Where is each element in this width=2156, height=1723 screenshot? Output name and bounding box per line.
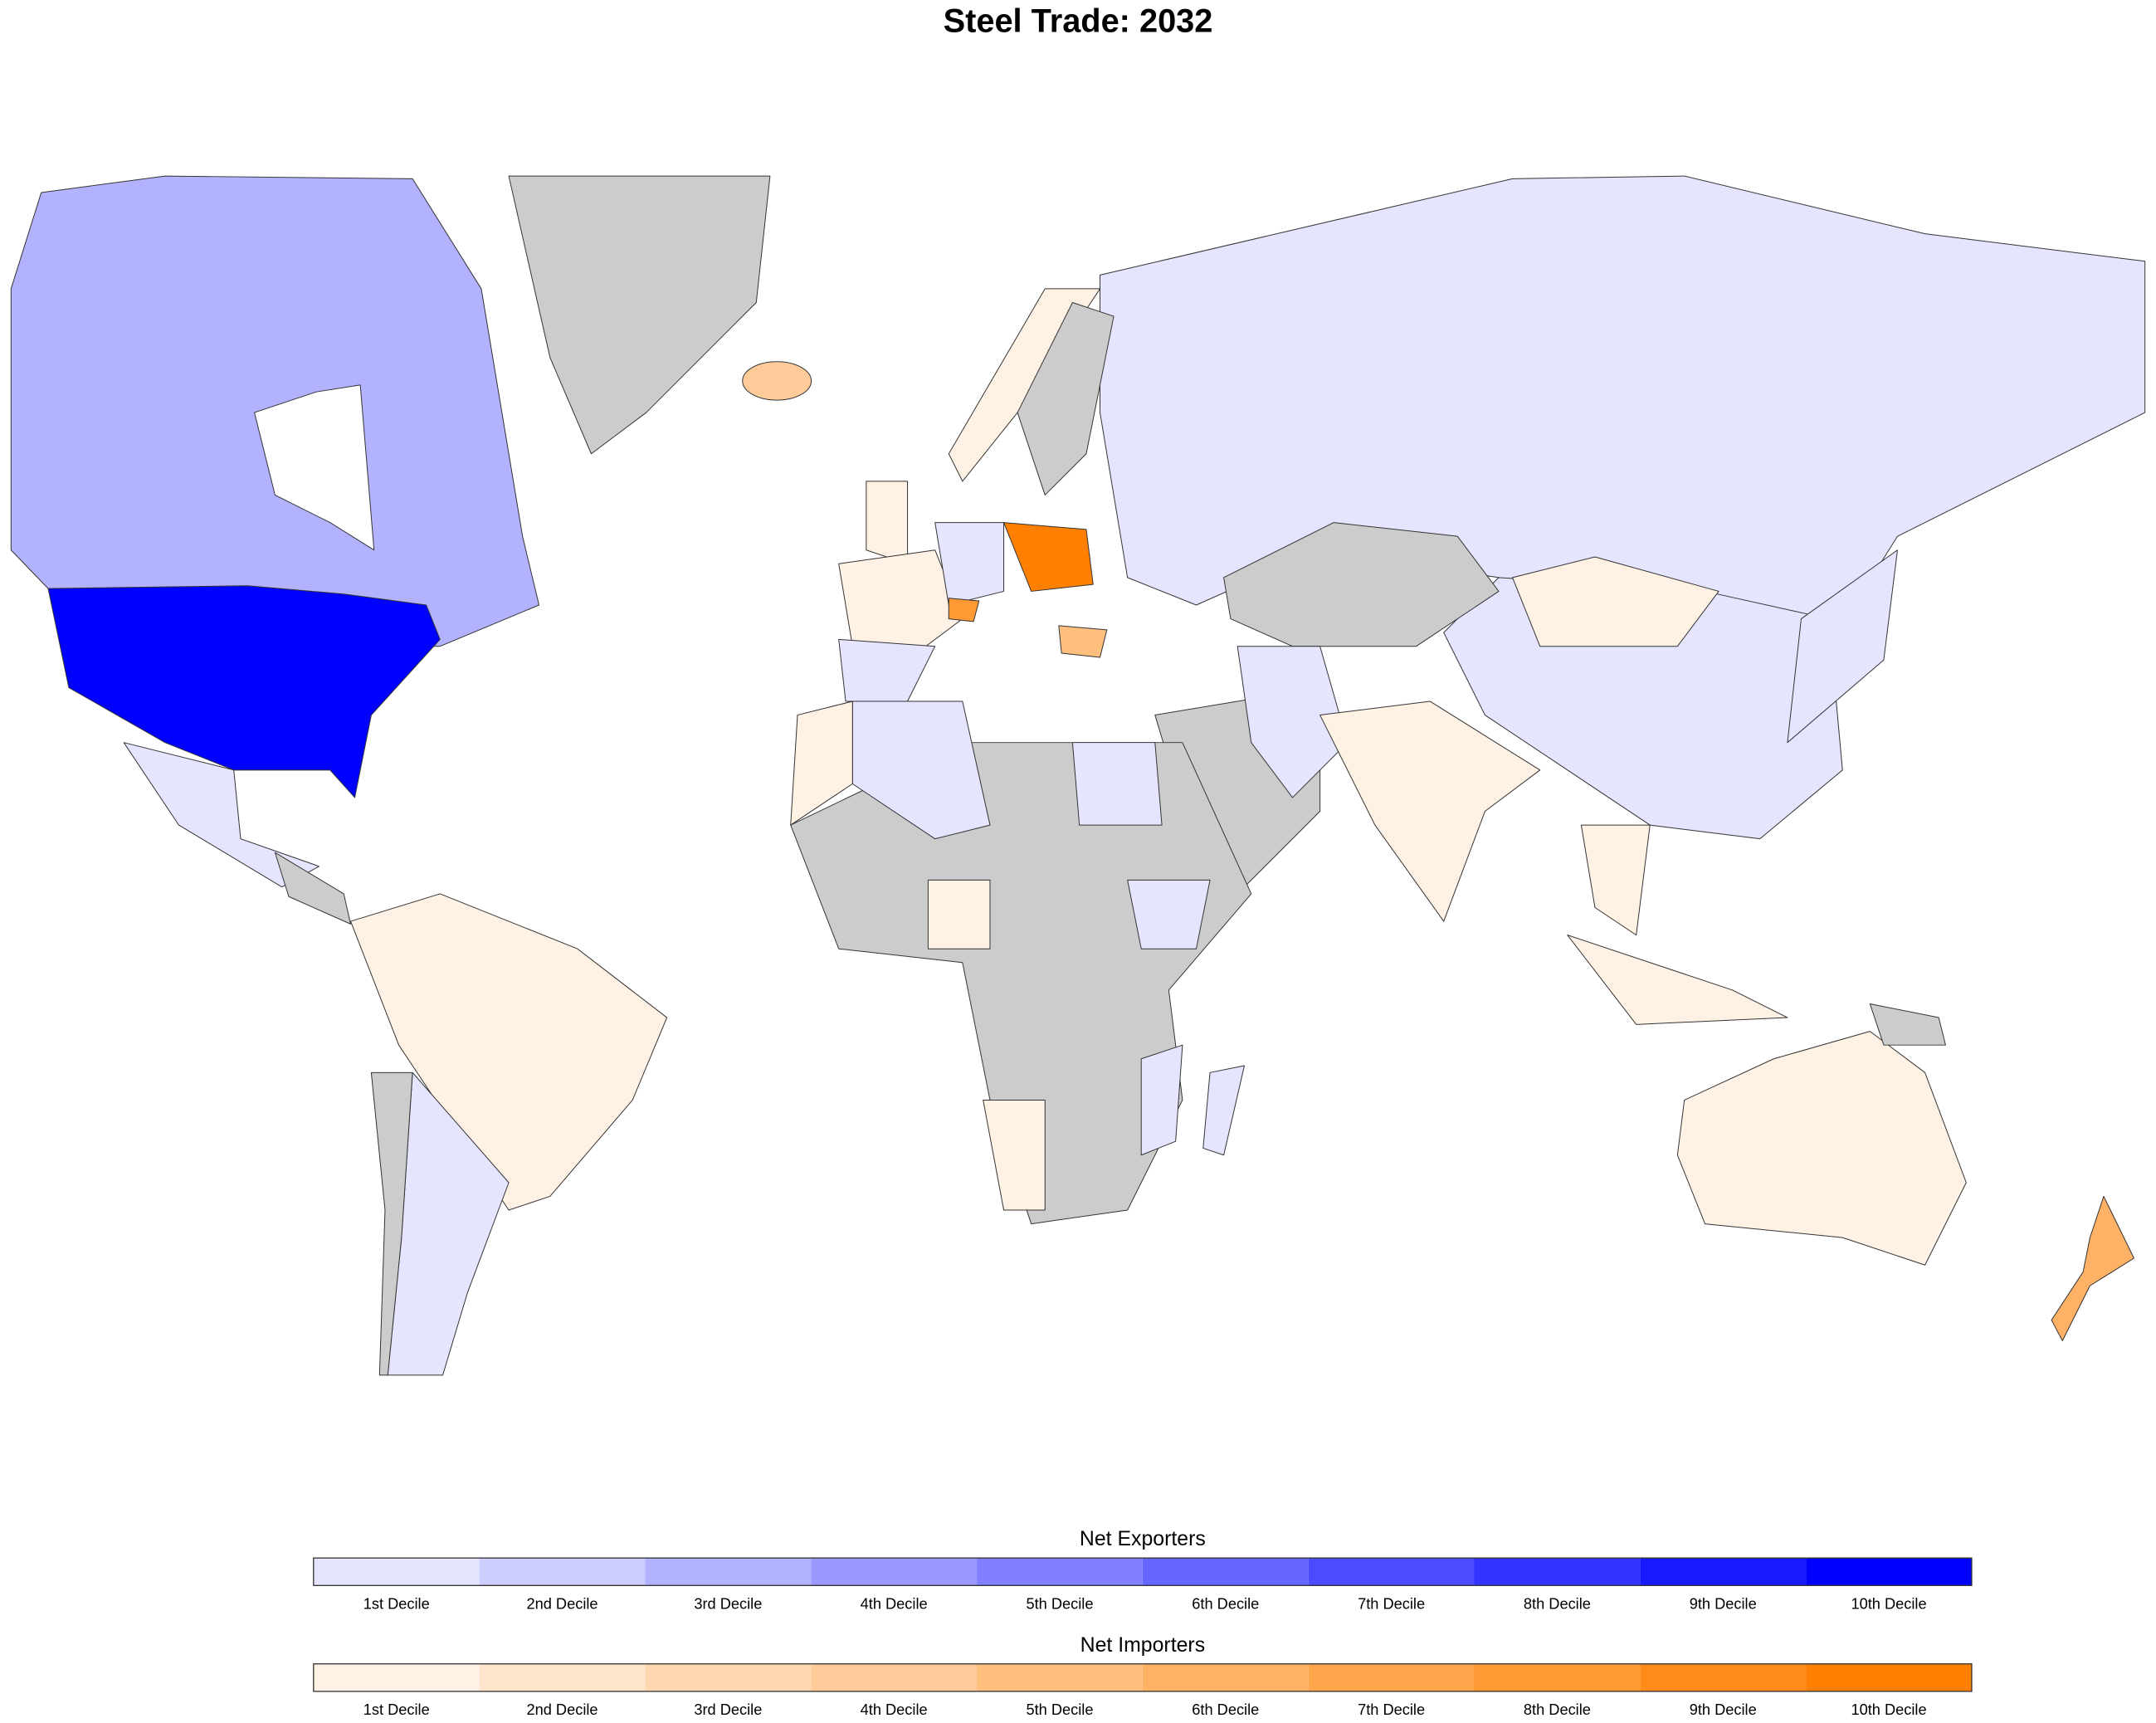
country (838, 549, 963, 661)
legend-label: 8th Decile (1524, 1595, 1591, 1612)
legend-swatch (1142, 1558, 1309, 1586)
legend-label: 9th Decile (1690, 1701, 1757, 1718)
legend-label: 2nd Decile (526, 1595, 598, 1612)
legend-label: 10th Decile (1851, 1701, 1926, 1718)
country (1580, 824, 1651, 936)
legend-swatch (313, 1663, 480, 1691)
legend-label: 4th Decile (861, 1701, 928, 1718)
legend-label: 7th Decile (1358, 1595, 1425, 1612)
legend-swatch (1806, 1558, 1972, 1586)
legend-label: 3rd Decile (694, 1595, 762, 1612)
country (350, 893, 668, 1211)
legend-swatch (313, 1558, 480, 1586)
legend-swatch (1474, 1663, 1641, 1691)
country (934, 522, 1005, 606)
country (1567, 935, 1788, 1025)
legend-label: 3rd Decile (694, 1701, 762, 1718)
legend-swatch (1308, 1663, 1475, 1691)
country (274, 852, 352, 925)
country (790, 700, 853, 826)
country (1140, 1044, 1183, 1156)
country (123, 742, 319, 888)
legend-label: 6th Decile (1192, 1595, 1259, 1612)
legend-swatch (1640, 1663, 1807, 1691)
legend-label: 10th Decile (1851, 1595, 1926, 1612)
country (1223, 522, 1500, 647)
map-title: Steel Trade: 2032 (944, 3, 1213, 40)
legend-label: 6th Decile (1192, 1701, 1259, 1718)
legend-title: Net Importers (1080, 1634, 1205, 1657)
legend-label: 2nd Decile (526, 1701, 598, 1718)
legend-swatch (811, 1663, 978, 1691)
country (508, 175, 771, 455)
country (927, 879, 991, 949)
legend-label: 5th Decile (1026, 1595, 1093, 1612)
country (948, 598, 980, 622)
country (1202, 1065, 1245, 1156)
legend-swatch (479, 1558, 646, 1586)
country (1003, 522, 1094, 592)
legend-label: 1st Decile (363, 1701, 430, 1718)
bay (254, 384, 375, 551)
legend-label: 7th Decile (1358, 1701, 1425, 1718)
legend-swatch (1142, 1663, 1309, 1691)
legend-label: 8th Decile (1524, 1701, 1591, 1718)
legend-frame (313, 1663, 1973, 1692)
country (1512, 556, 1719, 647)
country (742, 361, 812, 401)
country (1787, 549, 1898, 744)
world-map (10, 175, 2146, 1376)
legend-swatch (977, 1663, 1143, 1691)
legend-swatch (1308, 1558, 1475, 1586)
country (1237, 646, 1349, 798)
country (1017, 302, 1115, 495)
country (866, 481, 909, 564)
country (2051, 1195, 2134, 1341)
country (1058, 625, 1108, 658)
legend-label: 9th Decile (1690, 1595, 1757, 1612)
country (47, 585, 441, 798)
country (370, 1071, 413, 1376)
legend-swatch (1806, 1663, 1972, 1691)
country (1127, 879, 1211, 949)
country (838, 638, 936, 702)
legend-label: 4th Decile (861, 1595, 928, 1612)
legend-swatch (645, 1663, 812, 1691)
legends: Net Exporters 1st Decile 2nd Decile 3rd Dec… (313, 1528, 1973, 1718)
country (1676, 1031, 1967, 1266)
legend-frame (313, 1557, 1973, 1586)
country (1319, 700, 1541, 922)
country (1869, 1003, 1946, 1046)
country (1071, 742, 1163, 826)
legend-swatch (1640, 1558, 1807, 1586)
legend-swatch (645, 1558, 812, 1586)
legend-swatch (977, 1558, 1143, 1586)
legend-swatch (811, 1558, 978, 1586)
legend-swatch (479, 1663, 646, 1691)
legend-label: 5th Decile (1026, 1701, 1093, 1718)
legend-swatch (1474, 1558, 1641, 1586)
country (983, 1099, 1046, 1211)
legend-label: 1st Decile (363, 1595, 430, 1612)
legend-title: Net Exporters (1080, 1528, 1206, 1550)
